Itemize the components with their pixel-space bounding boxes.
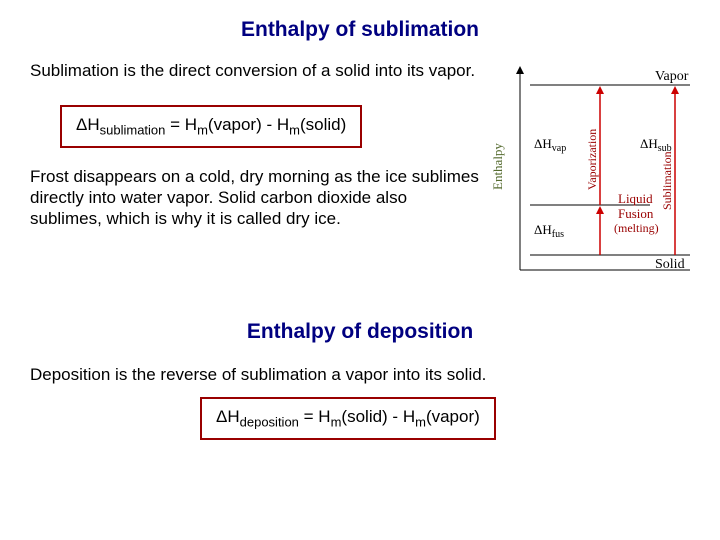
dhsub: ΔH xyxy=(640,136,658,151)
sublimation-label: Sublimation xyxy=(660,151,674,210)
content-row: Sublimation is the direct conversion of … xyxy=(0,42,720,290)
fusion-label: Fusion xyxy=(618,206,654,221)
fusion2-label: (melting) xyxy=(614,221,659,235)
equation-deposition: ΔHdeposition = Hm(solid) - Hm(vapor) xyxy=(200,397,496,439)
svg-text:ΔHsub: ΔHsub xyxy=(640,136,672,154)
enthalpy-diagram: Vapor Liquid Fusion (melting) Solid Enth… xyxy=(490,60,700,290)
eq1-sub1: sublimation xyxy=(100,123,166,138)
eq1-vapor: (vapor) - H xyxy=(208,115,289,134)
dhvap-sub: vap xyxy=(552,143,566,154)
eq2-dh: ΔH xyxy=(216,407,240,426)
eq2-solid: (solid) - H xyxy=(341,407,415,426)
deposition-paragraph: Deposition is the reverse of sublimation… xyxy=(0,344,720,385)
vapor-label: Vapor xyxy=(655,69,689,84)
solid-label: Solid xyxy=(655,257,685,272)
eq2-vapor: (vapor) xyxy=(426,407,480,426)
eq2-m2: m xyxy=(415,415,426,430)
dhsub-sub: sub xyxy=(658,143,672,154)
vaporization-label: Vaporization xyxy=(585,129,599,190)
intro-paragraph: Sublimation is the direct conversion of … xyxy=(30,60,480,81)
eq1-solid: (solid) xyxy=(300,115,346,134)
frost-paragraph: Frost disappears on a cold, dry morning … xyxy=(30,166,480,230)
equation-sublimation: ΔHsublimation = Hm(vapor) - Hm(solid) xyxy=(60,105,362,147)
liquid-label: Liquid xyxy=(618,191,653,206)
text-column: Sublimation is the direct conversion of … xyxy=(30,60,490,290)
eq1-m1: m xyxy=(197,123,208,138)
dhfus-sub: fus xyxy=(552,229,564,240)
enthalpy-axis-label: Enthalpy xyxy=(490,143,505,190)
eq2-m1: m xyxy=(331,415,342,430)
eq1-mid1: = H xyxy=(165,115,197,134)
eq1-m2: m xyxy=(289,123,300,138)
page-title: Enthalpy of sublimation xyxy=(0,0,720,42)
svg-text:ΔHvap: ΔHvap xyxy=(534,136,566,154)
svg-text:ΔHfus: ΔHfus xyxy=(534,222,564,240)
deposition-title: Enthalpy of deposition xyxy=(0,320,720,344)
eq1-dh: ΔH xyxy=(76,115,100,134)
eq2-sub1: deposition xyxy=(240,415,299,430)
eq2-mid1: = H xyxy=(299,407,331,426)
diagram-svg: Vapor Liquid Fusion (melting) Solid Enth… xyxy=(490,60,700,290)
dhfus: ΔH xyxy=(534,222,552,237)
dhvap: ΔH xyxy=(534,136,552,151)
